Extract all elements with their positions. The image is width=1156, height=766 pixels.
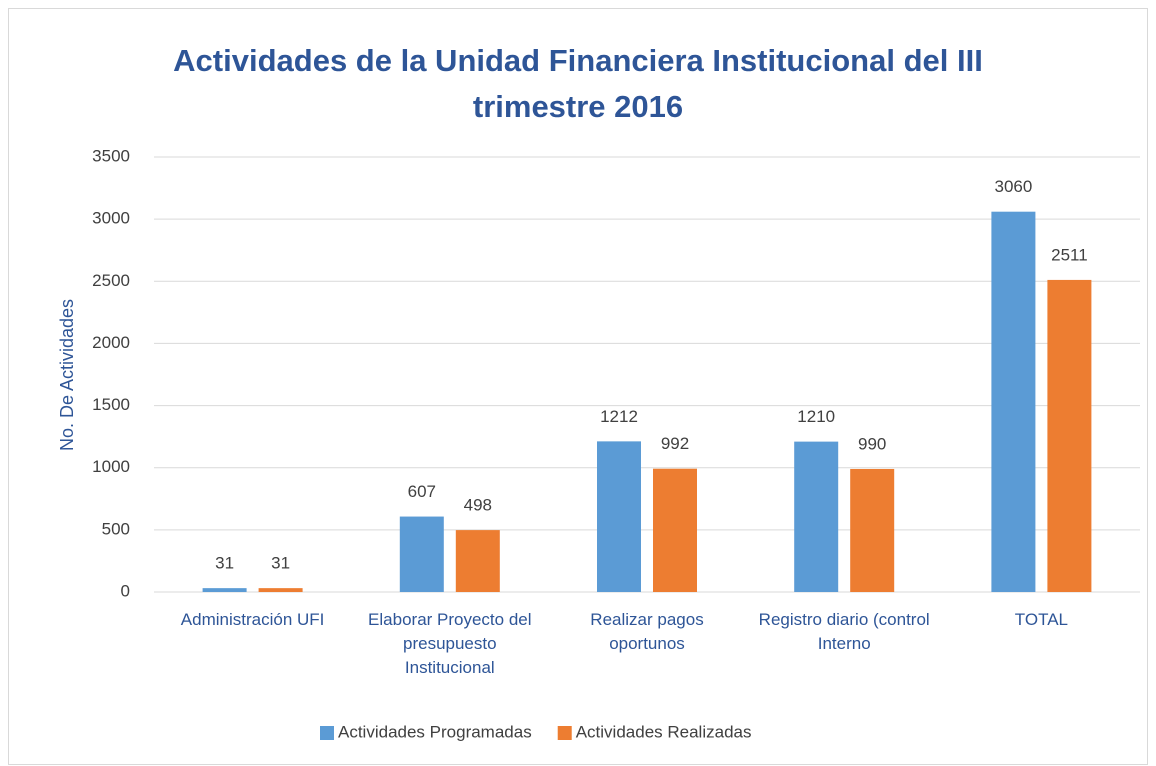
y-tick-label: 500 bbox=[102, 519, 130, 538]
y-tick-label: 2000 bbox=[92, 333, 130, 352]
y-tick-label: 1500 bbox=[92, 395, 130, 414]
legend-label: Actividades Realizadas bbox=[576, 722, 752, 741]
data-label: 1212 bbox=[600, 407, 638, 426]
bar bbox=[597, 441, 641, 592]
data-label: 2511 bbox=[1051, 245, 1088, 264]
y-tick-label: 3500 bbox=[92, 146, 130, 165]
x-tick-label: Elaborar Proyecto del presupuesto Instit… bbox=[368, 610, 532, 677]
bar bbox=[794, 441, 839, 592]
chart-title: Actividades de la Unidad Financiera Inst… bbox=[173, 43, 983, 124]
chart-border bbox=[8, 8, 1148, 765]
bar bbox=[1047, 279, 1092, 592]
bar bbox=[991, 211, 1036, 592]
data-label: 498 bbox=[464, 496, 492, 515]
data-label: 1210 bbox=[797, 407, 835, 426]
x-tick-label: TOTAL bbox=[1014, 610, 1068, 629]
x-tick-label: Registro diario (control Interno bbox=[758, 610, 930, 653]
y-tick-label: 3000 bbox=[92, 209, 130, 228]
x-tick-label: Realizar pagos oportunos bbox=[590, 610, 704, 653]
data-label: 3060 bbox=[994, 177, 1032, 196]
x-tick-label: Administración UFI bbox=[180, 610, 325, 629]
data-label: 607 bbox=[408, 482, 436, 501]
legend-label: Actividades Programadas bbox=[338, 722, 532, 741]
y-tick-label: 2500 bbox=[92, 271, 130, 290]
bar bbox=[399, 516, 444, 592]
data-label: 31 bbox=[215, 554, 234, 573]
data-label: 992 bbox=[661, 434, 689, 453]
bar bbox=[258, 588, 303, 592]
y-tick-label: 1000 bbox=[92, 457, 130, 476]
bar bbox=[455, 530, 500, 592]
bar bbox=[850, 468, 895, 592]
y-axis-label: No. De Actividades bbox=[57, 299, 77, 451]
data-label: 31 bbox=[271, 554, 290, 573]
y-tick-label: 0 bbox=[121, 581, 130, 600]
legend-swatch bbox=[320, 726, 334, 740]
bar bbox=[653, 468, 697, 592]
legend-swatch bbox=[557, 726, 572, 740]
data-label: 990 bbox=[858, 434, 886, 453]
bar bbox=[202, 588, 247, 592]
